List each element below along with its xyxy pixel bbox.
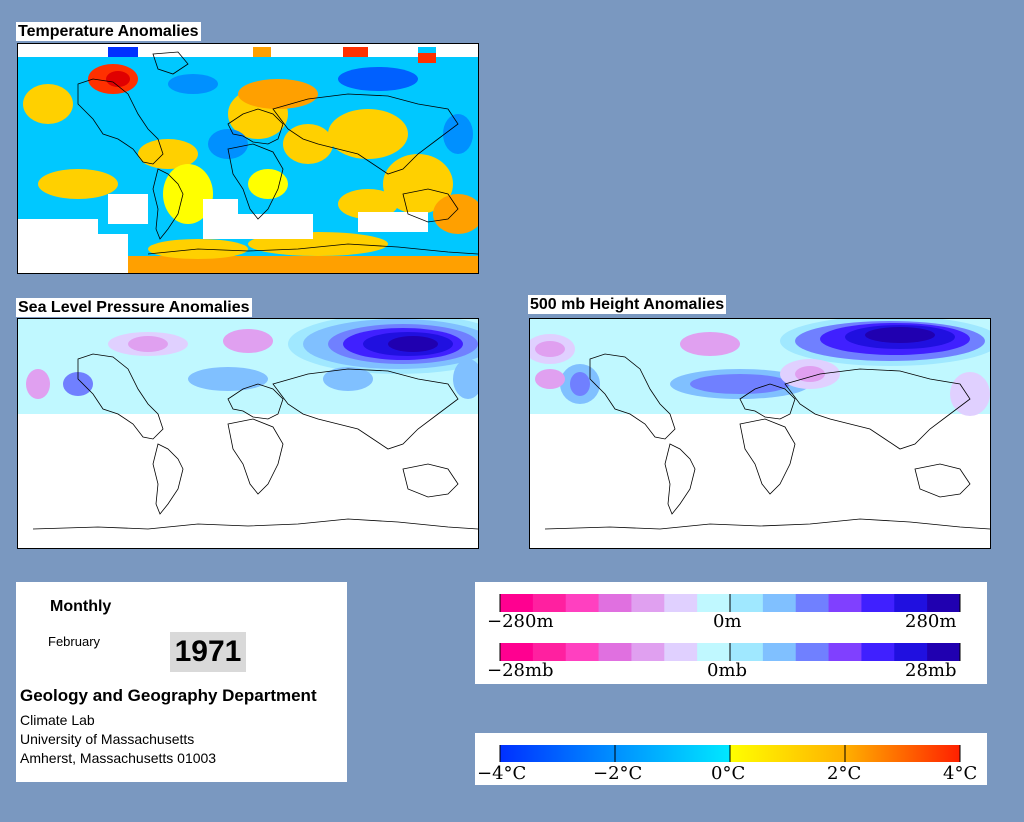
temp-label-pos2: 2°C	[827, 763, 861, 784]
pressure-legend-max: 28mb	[905, 660, 957, 681]
temp-label-neg2: −2°C	[593, 763, 642, 784]
height-legend-min: −280m	[487, 611, 554, 632]
slp-panel-title: Sea Level Pressure Anomalies	[16, 298, 252, 317]
pressure-scale-swatch	[565, 643, 600, 661]
temperature-panel-title: Temperature Anomalies	[16, 22, 201, 41]
height-scale-swatch	[565, 594, 600, 612]
department-name: Geology and Geography Department	[20, 686, 317, 705]
pressure-scale-swatch	[500, 643, 534, 661]
slp-anomaly-map	[17, 318, 479, 549]
height-scale-swatch	[927, 594, 961, 612]
period-mode-label: Monthly	[50, 598, 112, 615]
warm-anomaly-regions	[23, 64, 478, 273]
pressure-legend-min: −28mb	[487, 660, 554, 681]
height-anomaly-map	[529, 318, 991, 549]
cool-anomaly-regions	[108, 47, 473, 159]
height-color-scale	[499, 594, 961, 612]
pressure-scale-swatch	[532, 643, 567, 661]
height-scale-swatch	[532, 594, 567, 612]
pressure-scale-swatch	[861, 643, 895, 661]
pressure-scale-swatch	[828, 643, 862, 661]
height-scale-swatch	[697, 594, 731, 612]
height-scale-swatch	[795, 594, 830, 612]
missing-data-areas	[18, 44, 478, 273]
temperature-legend: −4°C −2°C 0°C 2°C 4°C	[475, 733, 987, 785]
pressure-legend-mid: 0mb	[707, 660, 747, 681]
height-scale-swatch	[730, 594, 764, 612]
height-panel-title: 500 mb Height Anomalies	[528, 295, 727, 314]
university-name: University of Massachusetts	[20, 731, 195, 747]
pressure-scale-swatch	[927, 643, 961, 661]
temp-label-zero: 0°C	[711, 763, 745, 784]
address-line: Amherst, Massachusetts 01003	[20, 750, 217, 766]
temperature-ticks	[499, 745, 961, 762]
height-legend-mid: 0m	[713, 611, 742, 632]
height-scale-swatch	[500, 594, 534, 612]
month-label: February	[48, 634, 101, 649]
height-legend-max: 280m	[905, 611, 956, 632]
height-scale-swatch	[664, 594, 698, 612]
pressure-scale-swatch	[730, 643, 764, 661]
height-contour-fills	[530, 319, 990, 416]
pressure-scale-swatch	[664, 643, 698, 661]
pressure-scale-swatch	[762, 643, 797, 661]
coastlines	[77, 51, 478, 255]
height-scale-swatch	[861, 594, 895, 612]
height-scale-swatch	[631, 594, 665, 612]
coastlines	[544, 353, 990, 530]
pressure-scale-swatch	[598, 643, 632, 661]
temperature-anomaly-map	[17, 43, 479, 274]
temp-label-neg4: −4°C	[477, 763, 526, 784]
coastlines	[32, 353, 478, 530]
pressure-scale-swatch	[894, 643, 928, 661]
temp-label-pos4: 4°C	[943, 763, 977, 784]
pressure-scale-swatch	[795, 643, 830, 661]
pressure-color-scale	[499, 643, 961, 661]
info-panel: Monthly February 1971 Geology and Geogra…	[16, 582, 347, 782]
year-display: 1971	[170, 632, 246, 672]
pressure-scale-swatch	[631, 643, 665, 661]
slp-contour-fills	[26, 319, 478, 399]
height-scale-swatch	[762, 594, 797, 612]
height-pressure-legend: −280m 0m 280m −28mb 0mb 28mb	[475, 582, 987, 684]
height-scale-swatch	[828, 594, 862, 612]
height-scale-swatch	[598, 594, 632, 612]
pressure-scale-swatch	[697, 643, 731, 661]
lab-name: Climate Lab	[20, 712, 95, 728]
height-scale-swatch	[894, 594, 928, 612]
